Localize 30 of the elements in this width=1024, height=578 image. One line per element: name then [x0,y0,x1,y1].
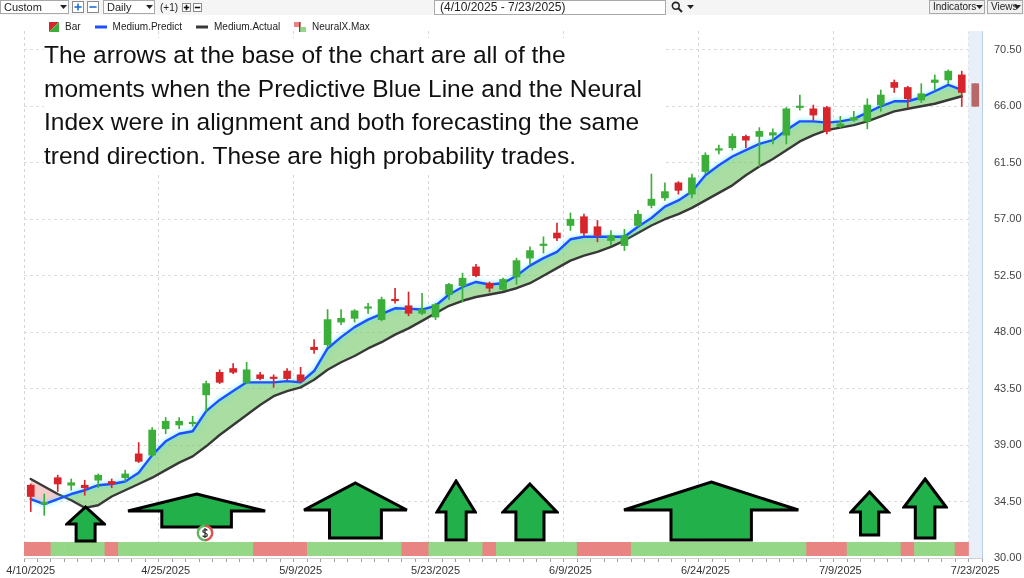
y-tick-label: 66.00 [994,99,1022,112]
y-tick-label: 57.00 [994,212,1022,225]
legend-label: Bar [65,21,81,32]
legend-label: Medium.Actual [214,21,281,32]
y-tick-label: 61.50 [994,155,1022,168]
dropdown-button: Indicators [929,0,985,14]
y-tick-label: 39.00 [994,438,1022,451]
x-tick-label: 7/9/2025 [818,563,862,576]
y-tick-label: 43.50 [994,381,1022,394]
chart-title: (4/10/2025 - 7/23/2025) [440,0,566,14]
text: (+1) [160,1,179,14]
y-tick-label: 70.50 [994,42,1022,55]
x-tick-label: 4/10/2025 [6,563,56,576]
x-tick-label: 7/23/2025 [950,563,1000,576]
y-tick-label: 48.00 [994,325,1022,338]
dropdown: Daily [103,0,155,14]
legend-label: NeuralX.Max [312,21,370,32]
y-tick-label: 52.50 [994,268,1022,281]
x-tick-label: 5/9/2025 [279,563,323,576]
text-field: (4/10/2025 - 7/23/2025) [434,0,666,15]
dropdown-button: Views [987,0,1023,14]
x-tick-label: 4/25/2025 [141,563,191,576]
dropdown: Custom [0,0,69,14]
legend-label: Medium.Predict [112,21,183,32]
x-tick-label: 6/9/2025 [549,563,592,576]
annotation: The arrows at the base of the chart are all of the moments when the Predictive Blue Line and the Neural Index were in alignment and both forecasting the same trend direction. These are high probability trades. [44,38,664,172]
y-tick-label: 34.50 [994,494,1022,507]
x-tick-label: 6/24/2025 [680,563,730,576]
x-tick-label: 5/23/2025 [411,563,460,576]
y-tick-label: 30.00 [994,551,1022,564]
